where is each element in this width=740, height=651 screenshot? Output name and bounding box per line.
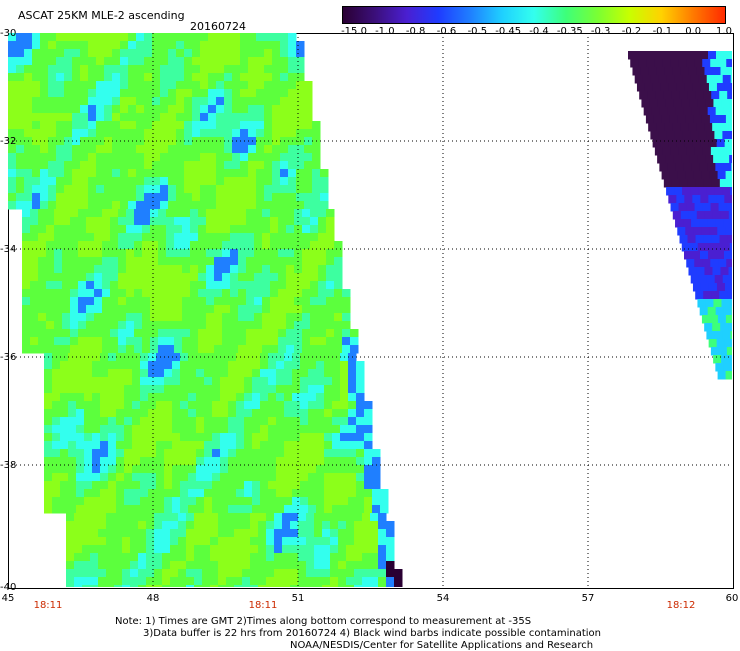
note-line-3: NOAA/NESDIS/Center for Satellite Applica… [290,640,593,651]
x-tick-label: 60 [726,593,739,604]
y-tick-label: -38 [0,460,16,471]
colorbar-gradient [343,7,725,23]
map-swath-image [8,33,732,587]
y-tick-label: -40 [0,582,16,593]
note-line-2: 3)Data buffer is 22 hrs from 20160724 4)… [143,628,601,639]
y-tick-label: -34 [0,244,16,255]
chart-title: ASCAT 25KM MLE-2 ascending [18,9,185,22]
colorbar [342,6,726,24]
x-tick-label: 54 [437,593,450,604]
x-tick-label: 48 [147,593,160,604]
y-tick-label: -36 [0,352,16,363]
x-tick-label: 51 [292,593,305,604]
time-label: 18:12 [667,600,696,611]
note-line-1: Note: 1) Times are GMT 2)Times along bot… [115,616,531,627]
time-label: 18:11 [249,600,278,611]
time-label: 18:11 [34,600,63,611]
x-tick-label: 45 [2,593,15,604]
y-tick-label: -32 [0,136,16,147]
chart-date: 20160724 [190,20,246,33]
x-tick-label: 57 [582,593,595,604]
y-tick-label: -30 [0,28,16,39]
